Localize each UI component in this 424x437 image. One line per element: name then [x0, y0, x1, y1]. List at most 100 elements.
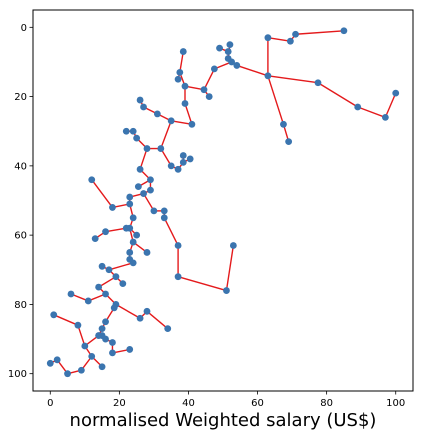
y-tick-label: 20 — [14, 92, 27, 103]
edge-line-6 — [357, 106, 386, 119]
data-point-P22 — [188, 120, 196, 128]
data-point-P65 — [223, 287, 230, 294]
data-point-P85 — [81, 342, 89, 350]
data-point-P2 — [286, 37, 294, 45]
data-point-P71 — [95, 283, 103, 291]
edge-line-5 — [317, 82, 359, 108]
data-point-P95 — [143, 307, 151, 315]
data-point-P92 — [53, 356, 61, 364]
data-point-P25 — [174, 75, 182, 83]
data-point-P26 — [136, 96, 144, 104]
data-point-P24 — [179, 48, 187, 55]
data-point-P41 — [147, 176, 154, 184]
data-point-P81 — [102, 335, 109, 343]
y-tick-label: 0 — [21, 23, 27, 34]
data-point-P70 — [119, 280, 127, 288]
data-point-P69 — [112, 273, 120, 281]
data-point-P93 — [46, 359, 54, 367]
edge-line-55 — [105, 227, 127, 233]
data-point-P19 — [205, 93, 213, 100]
data-point-P76 — [110, 304, 118, 312]
data-point-P57 — [91, 235, 99, 243]
data-point-P39 — [186, 155, 194, 163]
data-point-P17 — [210, 65, 218, 73]
x-tick-label: 60 — [251, 398, 264, 409]
data-point-P56 — [102, 228, 109, 236]
data-point-P9 — [280, 120, 287, 128]
data-point-P52 — [129, 214, 137, 222]
data-point-P40 — [136, 165, 144, 173]
data-point-P62 — [129, 259, 137, 267]
edge-line-95 — [146, 310, 169, 330]
x-tick-label: 0 — [47, 398, 53, 409]
plot-area — [33, 10, 413, 391]
data-point-P63 — [174, 242, 182, 249]
data-point-P8 — [392, 89, 400, 97]
y-tick-label: 40 — [14, 161, 27, 172]
data-point-P23 — [176, 68, 184, 76]
x-axis-label: normalised Weighted salary (US$) — [70, 410, 377, 431]
edge-line-25 — [171, 120, 193, 125]
data-point-P46 — [126, 200, 134, 208]
data-point-P35 — [167, 162, 175, 170]
data-point-P32 — [133, 134, 141, 142]
y-tick-label: 80 — [14, 300, 27, 311]
data-point-P5 — [314, 79, 322, 87]
y-tick-label: 100 — [8, 369, 27, 380]
data-point-P16 — [233, 62, 241, 69]
data-point-P37 — [179, 159, 187, 166]
edge-line-23 — [179, 51, 184, 73]
data-point-P49 — [150, 207, 158, 215]
x-tick-label: 80 — [320, 398, 333, 409]
data-point-P77 — [102, 318, 109, 326]
data-point-P12 — [216, 44, 223, 52]
plot-frame — [32, 9, 414, 392]
data-point-P38 — [179, 152, 187, 159]
edge-line-86 — [53, 314, 79, 326]
edge-line-7 — [384, 92, 397, 118]
data-point-P88 — [88, 352, 96, 360]
data-point-P47 — [109, 204, 116, 211]
data-point-P29 — [167, 117, 175, 125]
data-point-P89 — [98, 363, 106, 371]
data-point-P0 — [340, 27, 348, 35]
data-point-P18 — [200, 86, 208, 94]
data-point-P82 — [109, 339, 116, 346]
x-tick-label: 20 — [113, 398, 126, 409]
edge-line-47 — [91, 179, 114, 208]
data-point-P64 — [174, 273, 182, 281]
data-point-P90 — [77, 366, 85, 374]
edge-line-29 — [160, 120, 172, 149]
data-point-P51 — [160, 214, 168, 222]
data-point-P68 — [105, 266, 113, 274]
edge-line-8 — [267, 75, 285, 125]
data-point-P59 — [143, 249, 151, 256]
x-axis-ticks: 0 20 40 60 80 100 — [47, 391, 405, 409]
data-point-P54 — [133, 231, 141, 239]
data-point-P21 — [181, 100, 189, 107]
data-point-P31 — [129, 127, 137, 135]
data-point-P30 — [122, 127, 130, 135]
data-point-P42 — [134, 183, 142, 191]
edge-line-21 — [184, 103, 193, 125]
data-point-P78 — [98, 325, 106, 333]
data-point-P33 — [143, 145, 151, 152]
data-point-P91 — [64, 370, 71, 378]
data-point-P3 — [264, 34, 272, 42]
data-point-P96 — [164, 325, 172, 333]
x-tick-label: 100 — [386, 398, 405, 409]
data-point-P72 — [102, 290, 109, 298]
data-point-P20 — [181, 82, 189, 90]
data-point-P60 — [126, 249, 134, 256]
data-point-P74 — [67, 290, 75, 298]
data-point-P66 — [229, 242, 237, 249]
data-point-P13 — [224, 48, 232, 55]
edge-line-4 — [267, 75, 319, 84]
data-point-P11 — [226, 41, 234, 49]
points-layer — [46, 27, 400, 378]
data-point-P27 — [140, 103, 147, 111]
edge-line-2 — [267, 37, 291, 42]
data-point-P34 — [157, 145, 165, 152]
x-tick-label: 40 — [182, 398, 195, 409]
data-point-P6 — [354, 103, 362, 111]
